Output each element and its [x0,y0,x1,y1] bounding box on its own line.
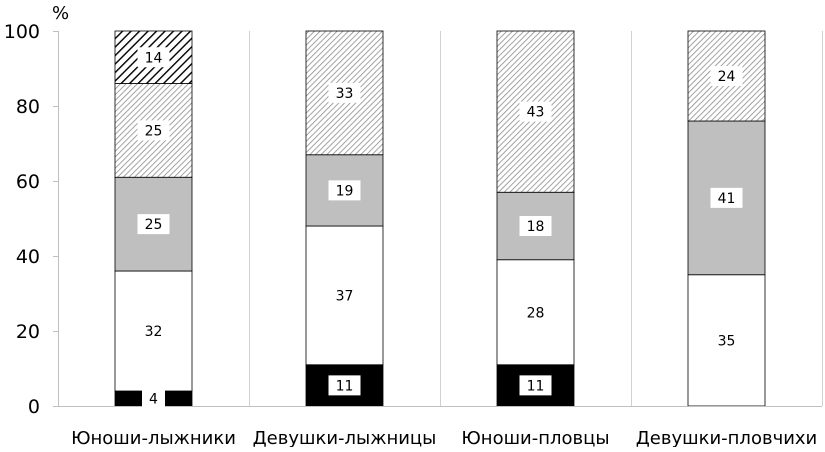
data-label-text: 35 [718,333,736,349]
data-label-box [137,321,170,341]
data-label-text: 19 [336,183,354,199]
y-tick-label: 0 [28,396,40,418]
data-label: 32 [137,321,170,341]
data-label-text: 4 [149,392,158,408]
data-label-text: 11 [527,378,545,394]
data-label-box [519,216,552,236]
data-label-text: 43 [527,105,545,121]
y-axis-unit-label: % [52,3,69,24]
data-label-box [519,302,552,323]
data-label: 35 [710,330,743,351]
x-category-label: Юноши-лыжники [71,428,236,447]
data-label-box [137,214,170,235]
data-label: 37 [328,285,361,306]
data-label-box [328,375,361,396]
data-label: 19 [328,180,361,201]
data-label: 24 [710,66,743,86]
data-label: 11 [328,375,361,396]
data-label: 14 [137,47,170,68]
data-label: 25 [137,120,170,141]
data-label-box [710,187,743,208]
data-label-box [328,82,361,103]
y-tick-label: 60 [16,171,40,193]
data-label-box [710,66,743,86]
data-label-text: 25 [145,217,163,233]
data-label-text: 33 [336,86,354,102]
data-label: 28 [519,302,552,323]
data-label-box [137,120,170,141]
data-label-box [142,388,165,409]
data-label-text: 24 [718,69,736,85]
data-label-box [328,285,361,306]
data-label: 43 [519,101,552,122]
data-label: 25 [137,214,170,235]
data-label: 4 [142,388,165,409]
x-category-label: Девушки-лыжницы [253,428,437,447]
x-category-label: Девушки-пловчихи [636,428,818,447]
data-label-box [137,47,170,68]
data-label-text: 37 [336,288,354,304]
data-label-box [519,375,552,396]
data-label: 41 [710,187,743,208]
data-label: 18 [519,216,552,236]
y-tick-label: 40 [16,246,40,268]
data-label-text: 28 [527,305,545,321]
data-label-text: 32 [145,324,163,340]
data-label: 33 [328,82,361,103]
data-label-box [328,180,361,201]
data-label: 11 [519,375,552,396]
data-label-box [710,330,743,351]
data-label-text: 14 [145,50,163,66]
y-tick-label: 100 [4,21,40,43]
x-category-label: Юноши-пловцы [461,428,609,447]
y-tick-label: 80 [16,96,40,118]
data-label-text: 18 [527,219,545,235]
y-tick-label: 20 [16,321,40,343]
data-label-text: 41 [718,191,736,207]
data-label-text: 25 [145,123,163,139]
data-label-text: 11 [336,378,354,394]
data-label-box [519,101,552,122]
